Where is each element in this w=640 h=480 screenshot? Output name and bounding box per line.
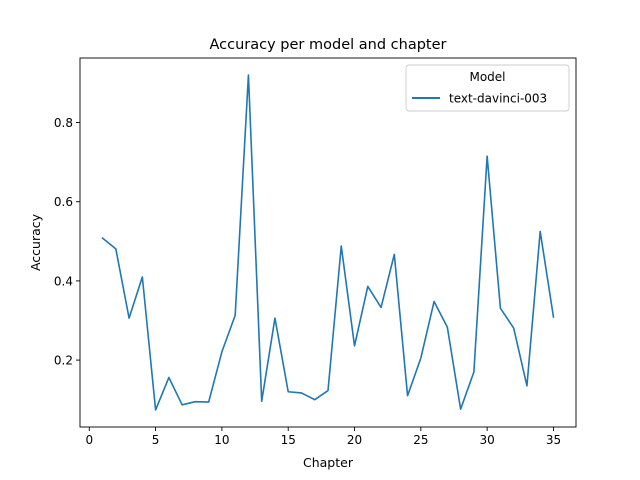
x-tick-label: 15: [281, 433, 296, 447]
y-tick-label: 0.4: [54, 274, 73, 288]
y-axis-ticks: 0.2 0.4 0.6 0.8: [54, 116, 80, 368]
series-line-text-davinci-003: [101, 74, 555, 411]
axes-frame: [79, 57, 577, 428]
x-tick-label: 10: [214, 433, 229, 447]
y-tick-label: 0.8: [54, 116, 73, 130]
plot-area: [101, 74, 555, 411]
x-tick-label: 20: [347, 433, 362, 447]
y-axis-label: Accuracy: [28, 213, 43, 271]
x-tick-label: 0: [85, 433, 93, 447]
legend-label-text-davinci-003: text-davinci-003: [449, 92, 547, 106]
chart-title: Accuracy per model and chapter: [210, 37, 447, 53]
legend: Model text-davinci-003: [405, 64, 570, 112]
x-axis-label: Chapter: [303, 455, 354, 470]
y-tick-label: 0.6: [54, 195, 73, 209]
x-tick-label: 35: [546, 433, 561, 447]
x-tick-label: 5: [152, 433, 160, 447]
y-tick-label: 0.2: [54, 354, 73, 368]
legend-title: Model: [469, 70, 505, 84]
legend-box: [405, 64, 570, 112]
x-axis-ticks: 0 5 10 15 20 25 30 35: [85, 427, 561, 447]
x-tick-label: 30: [480, 433, 495, 447]
x-tick-label: 25: [413, 433, 428, 447]
